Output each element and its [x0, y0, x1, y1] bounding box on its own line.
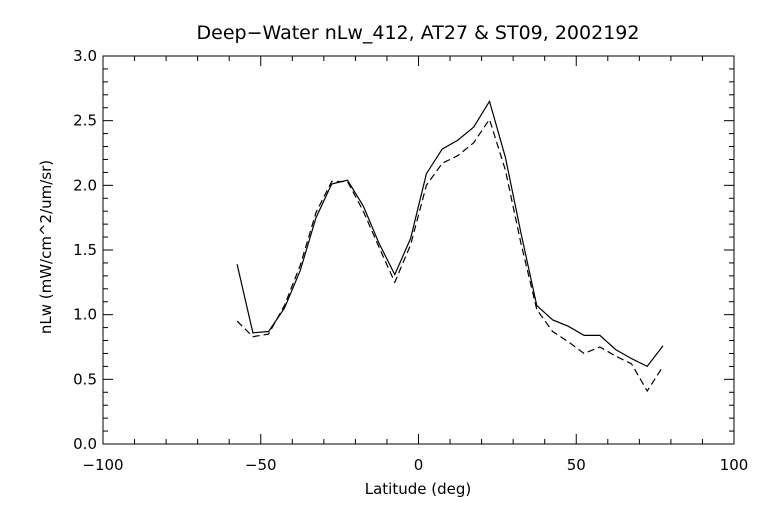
y-tick-label: 2.0	[73, 176, 97, 194]
x-tick-label: 100	[720, 456, 749, 474]
y-tick-label: 1.0	[73, 306, 97, 324]
x-axis-title: Latitude (deg)	[365, 480, 471, 498]
x-tick-label: −100	[82, 456, 123, 474]
minor-ticks	[103, 56, 734, 444]
series-line-dashed	[236, 118, 664, 393]
series-line-solid	[236, 99, 664, 368]
plot-frame	[102, 55, 735, 445]
y-tick-label: 0.0	[73, 435, 97, 453]
y-tick-label: 0.5	[73, 370, 97, 388]
y-tick-labels: 0.0 0.5 1.0 1.5 2.0 2.5 3.0	[73, 47, 97, 453]
y-tick-label: 2.5	[73, 112, 97, 130]
x-tick-label: 0	[414, 456, 424, 474]
x-tick-label: −50	[245, 456, 277, 474]
x-tick-labels: −100 −50 0 50 100	[82, 456, 748, 474]
y-tick-label: 1.5	[73, 241, 97, 259]
series-lines	[236, 99, 664, 393]
chart-title: Deep−Water nLw_412, AT27 & ST09, 2002192	[197, 22, 640, 44]
x-tick-label: 50	[567, 456, 586, 474]
y-tick-label: 3.0	[73, 47, 97, 65]
y-axis-title: nLw (mW/cm^2/um/sr)	[37, 160, 55, 334]
